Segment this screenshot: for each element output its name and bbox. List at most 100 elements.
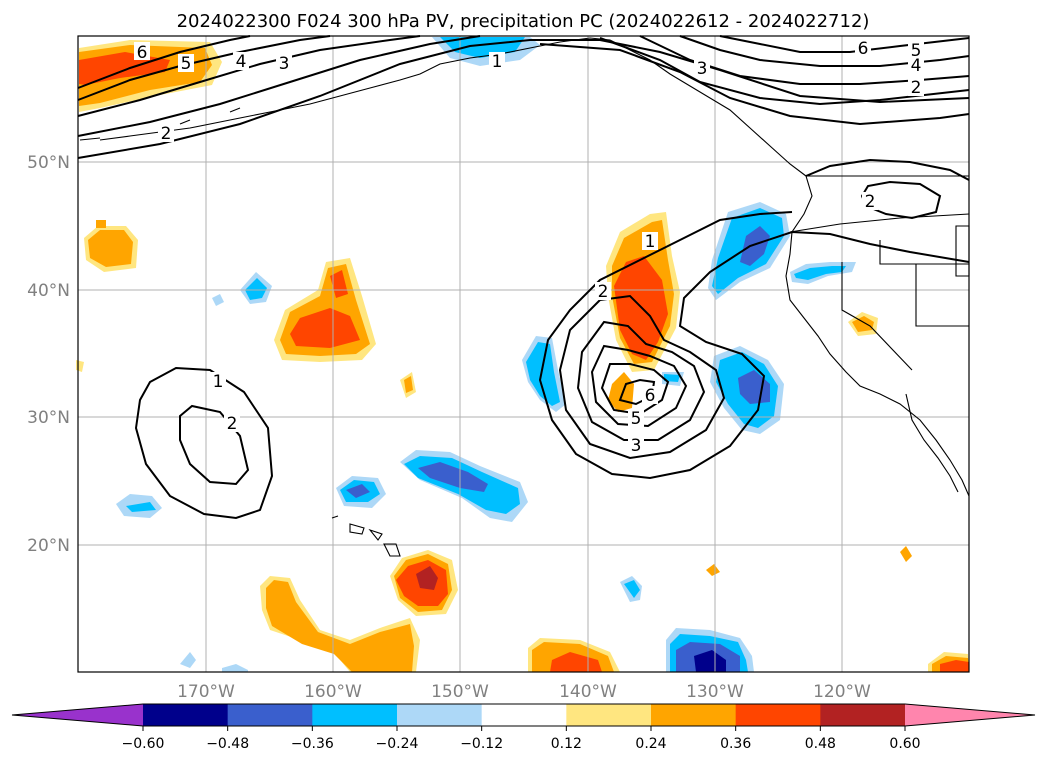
pv-label: 1 [213, 372, 224, 392]
lat-label-50n: 50°N [27, 153, 70, 173]
state-borders [789, 213, 970, 233]
pv-label: 3 [697, 59, 708, 79]
lon-label-150w: 150°W [431, 682, 489, 702]
colorbar-tick-label: 0.24 [635, 736, 666, 752]
pv-contour [558, 294, 726, 460]
pv-contour [179, 404, 250, 486]
colorbar-segment [651, 704, 737, 726]
precip-positive-area [706, 564, 720, 576]
precip-negative-area [526, 342, 560, 406]
colorbar-extend-low [12, 704, 143, 726]
pv-contour [679, 35, 970, 67]
colorbar-extend-high [905, 704, 1035, 726]
colorbar-segment [397, 704, 483, 726]
colorbar-segment [481, 704, 567, 726]
precip-positive-area [96, 220, 106, 228]
colorbar-tick-label: 0.60 [889, 736, 920, 752]
pv-contour [77, 35, 421, 117]
state-borders [841, 262, 913, 371]
pv-label: 4 [236, 52, 247, 72]
lat-label-20n: 20°N [27, 536, 70, 556]
colorbar-tick-label: −0.60 [122, 736, 165, 752]
pv-contour [77, 35, 331, 101]
precip-negative-area [418, 462, 488, 492]
lat-label-30n: 30°N [27, 408, 70, 428]
pv-label: 6 [137, 43, 148, 63]
colorbar-segment [312, 704, 398, 726]
precip-negative-area [245, 278, 267, 300]
colorbar-ticks: −0.60 −0.48 −0.36 −0.24 −0.12 0.12 0.24 0.36 0.4… [122, 726, 921, 752]
pv-contour [539, 43, 970, 126]
map-panel: 6 5 4 3 2 1 6 5 4 3 2 1 2 6 [76, 35, 970, 673]
pv-label: 5 [181, 54, 192, 74]
state-borders [879, 240, 969, 265]
pv-contour [590, 344, 688, 428]
lon-label-120w: 120°W [813, 682, 871, 702]
pv-contour [77, 35, 481, 137]
colorbar-tick-label: −0.36 [291, 736, 334, 752]
precip-negative-area [126, 502, 156, 512]
aleutian-islands [79, 107, 241, 141]
precip-positive-area [940, 660, 969, 672]
pv-label: 2 [161, 124, 172, 144]
map-frame [77, 35, 970, 673]
precip-positive-area [900, 546, 912, 562]
precip-positive-area [266, 580, 414, 672]
colorbar-tick-label: −0.48 [206, 736, 249, 752]
precip-positive-area [550, 652, 602, 672]
pv-contour [600, 363, 670, 416]
precip-positive-area [416, 566, 438, 590]
colorbar-segment [735, 704, 821, 726]
precip-negative-area [740, 226, 770, 266]
pv-contour [77, 35, 251, 89]
pv-contour [576, 320, 706, 441]
pv-label: 3 [631, 436, 642, 456]
colorbar-tick-label: 0.48 [805, 736, 836, 752]
pv-contour [77, 39, 970, 159]
pv-label: 1 [645, 232, 656, 252]
pv-contour-labels: 6 5 4 3 2 1 6 5 4 3 2 1 2 6 [134, 39, 924, 456]
pv-label: 6 [645, 386, 656, 406]
lon-label-160w: 160°W [304, 682, 362, 702]
pv-contour [538, 211, 970, 480]
pv-label: 2 [598, 282, 609, 302]
precip-negative-area [222, 664, 248, 672]
lon-label-170w: 170°W [177, 682, 235, 702]
precip-positive-area [330, 270, 348, 298]
pv-label: 2 [227, 414, 238, 434]
figure-title: 2024022300 F024 300 hPa PV, precipitatio… [177, 11, 870, 32]
precip-positive-area [79, 52, 170, 85]
hawaii-islands [331, 515, 401, 557]
precip-positive-area [852, 316, 874, 332]
precip-negative-area [624, 580, 640, 598]
pv-label: 2 [911, 78, 922, 98]
precip-negative-area [794, 266, 846, 280]
pv-label: 6 [858, 39, 869, 59]
colorbar: −0.60 −0.48 −0.36 −0.24 −0.12 0.12 0.24 0.36 0.4… [11, 703, 1036, 752]
colorbar-segment [227, 704, 313, 726]
pv-contour [805, 158, 970, 181]
precip-positive-area [404, 376, 413, 393]
colorbar-segments [12, 704, 1035, 726]
precip-negative-area [664, 374, 680, 382]
pv-label: 1 [492, 52, 503, 72]
precip-negative-area [694, 650, 726, 672]
colorbar-tick-label: −0.12 [460, 736, 503, 752]
pv-contour [599, 37, 970, 106]
pv-label: 4 [911, 56, 922, 76]
colorbar-segment [143, 704, 229, 726]
precip-negative-area [738, 370, 770, 404]
lat-label-40n: 40°N [27, 281, 70, 301]
precip-positive-area [290, 308, 360, 348]
precip-negative-area [346, 484, 370, 498]
precip-positive-area [88, 230, 133, 267]
pv-label: 5 [631, 409, 642, 429]
colorbar-segment [566, 704, 652, 726]
colorbar-tick-label: 0.36 [720, 736, 751, 752]
pv-label: 2 [865, 192, 876, 212]
colorbar-tick-label: −0.24 [376, 736, 419, 752]
state-borders [915, 264, 969, 327]
precip-negative-area [212, 294, 224, 306]
lon-label-130w: 130°W [686, 682, 744, 702]
